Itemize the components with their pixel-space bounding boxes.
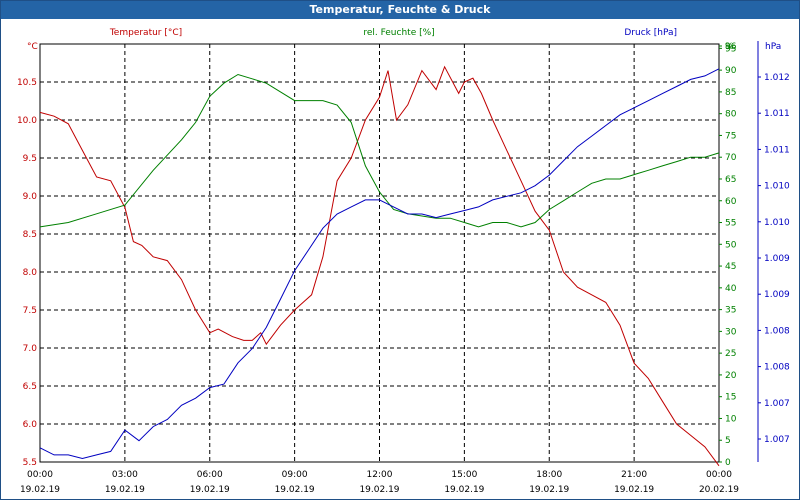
humidity-line [39,73,720,228]
humidity-tick-label: 75 [725,131,736,141]
humidity-tick-label: 85 [725,88,736,98]
x-tick-time: 03:00 [112,470,138,480]
humidity-tick-label: 70 [725,153,737,163]
x-tick-date: 19.02.19 [275,485,315,495]
x-tick-date: 19.02.19 [190,485,230,495]
legend-pressure: Druck [hPa] [624,28,677,38]
x-tick-date: 19.02.19 [20,485,60,495]
temperature-tick-label: 7.5 [23,306,37,316]
series-group [39,65,720,467]
humidity-tick-label: 0 [725,458,731,468]
temperature-tick-label: 9.0 [23,192,38,202]
humidity-tick-label: 5 [725,436,731,446]
humidity-axis-unit: % [725,42,734,52]
x-tick-date: 20.02.19 [699,485,739,495]
temperature-tick-label: 5.5 [23,458,37,468]
humidity-tick-label: 55 [725,219,736,229]
time-axis: 00:00 19.02.19 03:00 19.02.19 06:00 19.02.19 0… [20,470,739,495]
left-axis-unit: °C [27,42,38,52]
pressure-tick-label: 1.007 [764,435,790,445]
humidity-tick-label: 45 [725,262,736,272]
x-tick-date: 19.02.19 [444,485,484,495]
pressure-tick-label: 1.010 [764,218,790,228]
humidity-tick-label: 60 [725,197,737,207]
humidity-tick-label: 95 [725,44,736,54]
pressure-tick-label: 1.011 [764,145,790,155]
temperature-tick-label: 7.0 [23,344,38,354]
temperature-tick-label: 8.0 [23,268,38,278]
humidity-tick-label: 90 [725,66,737,76]
x-tick-date: 19.02.19 [529,485,569,495]
x-tick-time: 06:00 [197,470,223,480]
pressure-tick-label: 1.009 [764,290,790,300]
x-tick-time: 09:00 [282,470,308,480]
humidity-tick-label: 10 [725,414,737,424]
humidity-tick-label: 50 [725,240,737,250]
x-tick-date: 19.02.19 [614,485,654,495]
humidity-tick-label: 25 [725,349,736,359]
pressure-tick-label: 1.008 [764,326,790,336]
x-tick-time: 00:00 [706,470,732,480]
pressure-tick-label: 1.008 [764,363,790,373]
pressure-tick-label: 1.011 [764,109,790,119]
x-tick-time: 00:00 [27,470,53,480]
pressure-tick-label: 1.007 [764,399,790,409]
pressure-line [39,68,720,460]
temperature-tick-label: 6.0 [23,420,38,430]
plot-area [39,43,720,463]
pressure-tick-label: 1.009 [764,254,790,264]
x-tick-date: 19.02.19 [359,485,399,495]
pressure-tick-label: 1.012 [764,73,790,83]
humidity-tick-label: 96 [725,42,737,52]
humidity-tick-label: 30 [725,327,737,337]
humidity-tick-label: 65 [725,175,736,185]
pressure-axis: 1.012 1.011 1.011 1.010 1.010 1.009 1.009 1.008… [758,73,790,445]
temperature-tick-label: 8.5 [23,230,37,240]
x-tick-time: 12:00 [367,470,393,480]
temperature-tick-label: 10.5 [17,78,37,88]
temperature-tick-label: 6.5 [23,382,37,392]
legend-temperature: Temperatur [°C] [109,28,182,38]
humidity-tick-label: 40 [725,284,737,294]
pressure-axis-unit: hPa [765,42,781,52]
humidity-tick-label: 80 [725,110,737,120]
x-tick-date: 19.02.19 [105,485,145,495]
grid [40,44,719,462]
legend-humidity: rel. Feuchte [%] [363,28,434,38]
x-tick-time: 15:00 [451,470,477,480]
chart-title: Temperatur, Feuchte & Druck [1,1,799,19]
temperature-tick-label: 9.5 [23,154,37,164]
pressure-tick-label: 1.010 [764,182,790,192]
temperature-tick-label: 10.0 [17,116,37,126]
humidity-tick-label: 20 [725,371,737,381]
x-tick-time: 21:00 [621,470,647,480]
temperature-axis: 10.5 10.0 9.5 9.0 8.5 8.0 7.5 7.0 6.5 6.0 5.5 [17,78,37,468]
humidity-tick-label: 35 [725,306,736,316]
x-tick-time: 18:00 [536,470,562,480]
temperature-line [39,65,720,467]
humidity-tick-label: 15 [725,393,736,403]
